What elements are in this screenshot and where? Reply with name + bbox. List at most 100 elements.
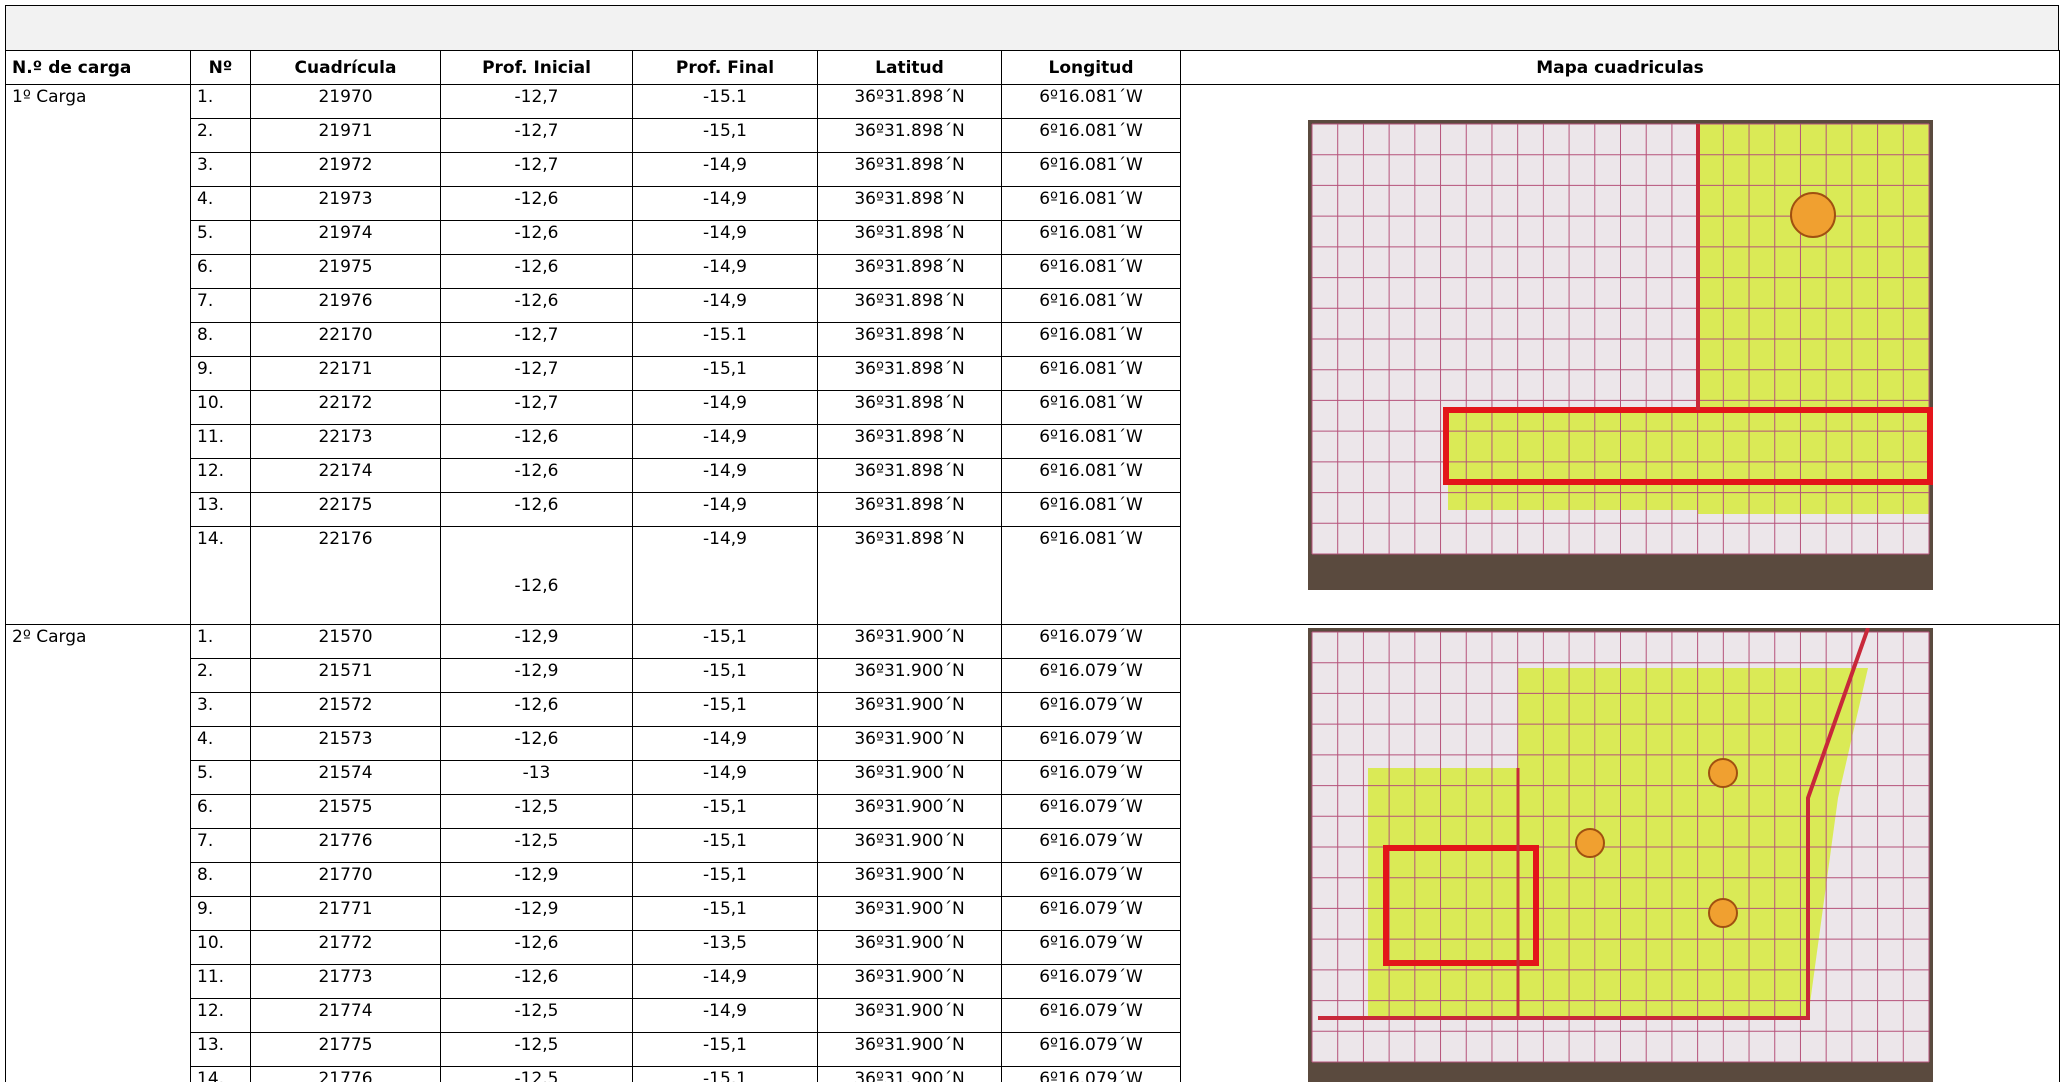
cell: 3. bbox=[190, 152, 251, 187]
cell: 36º31.898´N bbox=[817, 424, 1002, 459]
cell: 22175 bbox=[250, 492, 441, 527]
column-header: Cuadrícula bbox=[250, 50, 441, 85]
table-row: 14. 22176 -12,6 -14,9 36º31.898´N 6º16.081´W bbox=[6, 526, 2060, 625]
group-label: 2º Carga bbox=[5, 624, 191, 1082]
cell: 12. bbox=[190, 458, 251, 493]
group-label: 1º Carga bbox=[5, 84, 191, 625]
cell: 6º16.081´W bbox=[1001, 84, 1181, 119]
cell: 6º16.081´W bbox=[1001, 220, 1181, 255]
table-row: 2. 21971 -12,7 -15,1 36º31.898´N 6º16.081´W bbox=[6, 118, 2060, 153]
cell: 21571 bbox=[250, 658, 441, 693]
map-photo bbox=[1307, 119, 1933, 590]
cell: -15,1 bbox=[632, 624, 818, 659]
cell: 6º16.079´W bbox=[1001, 896, 1181, 931]
cell: 6º16.081´W bbox=[1001, 492, 1181, 527]
cell: -12,6 bbox=[440, 726, 633, 761]
cell: 36º31.900´N bbox=[817, 1032, 1002, 1067]
boundary-line bbox=[1317, 627, 1870, 1020]
cell: 36º31.900´N bbox=[817, 896, 1002, 931]
cell: -14,9 bbox=[632, 526, 818, 625]
cell: -14,9 bbox=[632, 726, 818, 761]
cell: 6º16.079´W bbox=[1001, 760, 1181, 795]
cell: 36º31.898´N bbox=[817, 458, 1002, 493]
cell: 21973 bbox=[250, 186, 441, 221]
cell: 21574 bbox=[250, 760, 441, 795]
cell: 2. bbox=[190, 118, 251, 153]
cell: -12,5 bbox=[440, 828, 633, 863]
cell: 5. bbox=[190, 220, 251, 255]
table-row: 12. 21774 -12,5 -14,9 36º31.900´N 6º16.079´W bbox=[6, 998, 2060, 1033]
table-row: 10. 21772 -12,6 -13,5 36º31.900´N 6º16.079´W bbox=[6, 930, 2060, 965]
cell: 21573 bbox=[250, 726, 441, 761]
cell: -12,7 bbox=[440, 152, 633, 187]
cell: -14,9 bbox=[632, 390, 818, 425]
cell: -12,6 bbox=[440, 220, 633, 255]
cell: 36º31.900´N bbox=[817, 760, 1002, 795]
cell: 36º31.898´N bbox=[817, 152, 1002, 187]
map-cell bbox=[1180, 84, 2060, 625]
cell: 13. bbox=[190, 492, 251, 527]
cell: -12,5 bbox=[440, 1032, 633, 1067]
cell: 36º31.900´N bbox=[817, 998, 1002, 1033]
table-row: 14. 21776 -12,5 -15,1 36º31.900´N 6º16.079´W bbox=[6, 1066, 2060, 1082]
cell: 36º31.900´N bbox=[817, 726, 1002, 761]
cell: 6. bbox=[190, 254, 251, 289]
cell: 36º31.898´N bbox=[817, 84, 1002, 119]
table-row: 5. 21574 -13 -14,9 36º31.900´N 6º16.079´W bbox=[6, 760, 2060, 795]
cell: 6º16.079´W bbox=[1001, 930, 1181, 965]
column-header: Mapa cuadriculas bbox=[1180, 50, 2060, 85]
column-header: Prof. Final bbox=[632, 50, 818, 85]
cell: -12,9 bbox=[440, 862, 633, 897]
cell: 21971 bbox=[250, 118, 441, 153]
marker bbox=[1789, 191, 1836, 238]
table-row: 9. 22171 -12,7 -15,1 36º31.898´N 6º16.081´W bbox=[6, 356, 2060, 391]
cell: -14,9 bbox=[632, 424, 818, 459]
table-body: 1º Carga 1. 21970 -12,7 -15.1 36º31.898´N 6º16… bbox=[5, 84, 2060, 1082]
header-row: N.º de carga Nº Cuadrícula Prof. Inicial Pro… bbox=[5, 50, 2060, 85]
cell: 21570 bbox=[250, 624, 441, 659]
cell: -14,9 bbox=[632, 964, 818, 999]
cell: 22171 bbox=[250, 356, 441, 391]
cell: 22173 bbox=[250, 424, 441, 459]
cell: -12,6 bbox=[440, 458, 633, 493]
cell: 6º16.079´W bbox=[1001, 964, 1181, 999]
cell: -14,9 bbox=[632, 220, 818, 255]
cell: 14. bbox=[190, 1066, 251, 1082]
marker bbox=[1707, 757, 1738, 788]
cell: -14,9 bbox=[632, 458, 818, 493]
cell: 6º16.079´W bbox=[1001, 726, 1181, 761]
map-photo bbox=[1307, 627, 1933, 1082]
cell: 21974 bbox=[250, 220, 441, 255]
cell: 22172 bbox=[250, 390, 441, 425]
cell: 36º31.898´N bbox=[817, 492, 1002, 527]
cell: 6º16.081´W bbox=[1001, 186, 1181, 221]
highlighted-area bbox=[1447, 409, 1698, 510]
column-header: Nº bbox=[190, 50, 251, 85]
cell: -12,6 bbox=[440, 964, 633, 999]
cell: 5. bbox=[190, 760, 251, 795]
cell: 7. bbox=[190, 288, 251, 323]
table-row: 8. 21770 -12,9 -15,1 36º31.900´N 6º16.079´W bbox=[6, 862, 2060, 897]
cell: 6º16.081´W bbox=[1001, 288, 1181, 323]
cell: 22176 bbox=[250, 526, 441, 625]
cell: 36º31.900´N bbox=[817, 862, 1002, 897]
cell: 6º16.079´W bbox=[1001, 624, 1181, 659]
cell: 21776 bbox=[250, 1066, 441, 1082]
cell: -12,7 bbox=[440, 390, 633, 425]
cell: 8. bbox=[190, 862, 251, 897]
cell: 6º16.079´W bbox=[1001, 794, 1181, 829]
map-cell bbox=[1180, 624, 2060, 1082]
cell: 22170 bbox=[250, 322, 441, 357]
cell: -12,6 bbox=[440, 692, 633, 727]
cell: 13. bbox=[190, 1032, 251, 1067]
table-row: 3. 21572 -12,6 -15,1 36º31.900´N 6º16.079´W bbox=[6, 692, 2060, 727]
table-row: 4. 21973 -12,6 -14,9 36º31.898´N 6º16.081´W bbox=[6, 186, 2060, 221]
cell: 36º31.898´N bbox=[817, 118, 1002, 153]
marker bbox=[1707, 897, 1738, 928]
cell: 12. bbox=[190, 998, 251, 1033]
cell: -13 bbox=[440, 760, 633, 795]
table-row: 2. 21571 -12,9 -15,1 36º31.900´N 6º16.079´W bbox=[6, 658, 2060, 693]
cell: -15,1 bbox=[632, 828, 818, 863]
cell: 6º16.081´W bbox=[1001, 322, 1181, 357]
